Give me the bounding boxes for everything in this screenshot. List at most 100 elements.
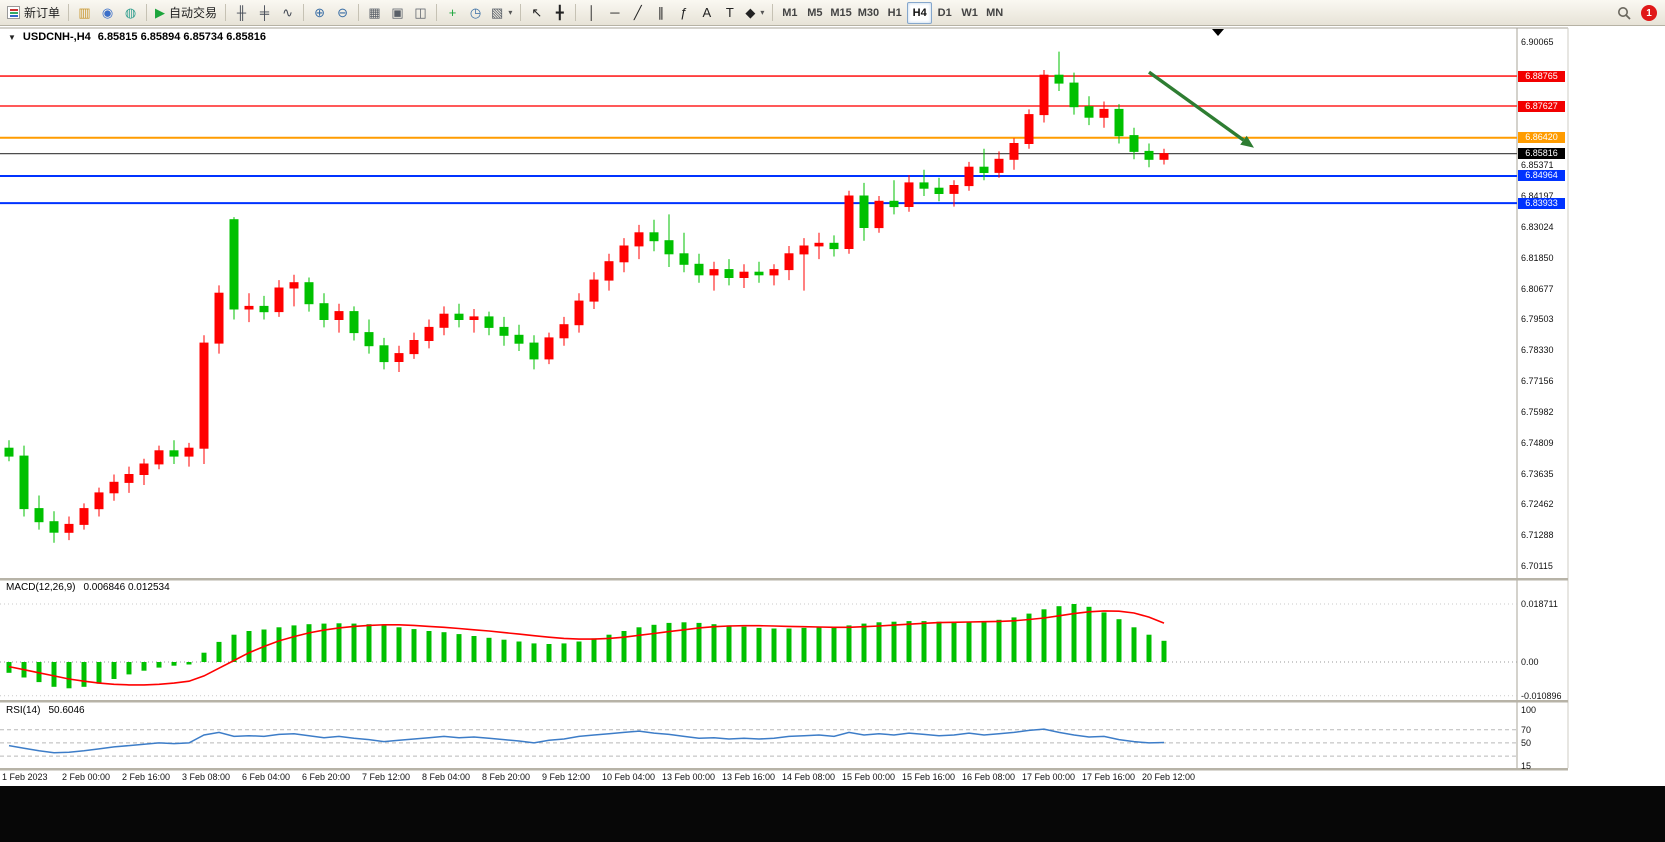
toolbar-right: 1	[1617, 0, 1657, 26]
timeframe-m5-button[interactable]: M5	[802, 2, 827, 24]
candle-body	[64, 523, 74, 533]
price-tick-label: 6.79503	[1521, 314, 1554, 324]
macd-histogram-bar	[381, 625, 387, 662]
time-axis-label: 13 Feb 00:00	[662, 772, 716, 782]
macd-rsi-separator[interactable]	[0, 700, 1568, 703]
time-axis-label: 17 Feb 16:00	[1082, 772, 1136, 782]
macd-histogram-bar	[591, 638, 597, 662]
main-macd-separator[interactable]	[0, 578, 1568, 581]
arrange-windows-button[interactable]: ◫	[409, 2, 432, 24]
periods-button[interactable]: ◷	[464, 2, 487, 24]
timeframe-m1-button[interactable]: M1	[777, 2, 802, 24]
candle-body	[754, 271, 764, 276]
candle-body	[19, 455, 29, 510]
macd-histogram-bar	[321, 623, 327, 662]
price-tick-label: 6.70115	[1521, 561, 1553, 571]
macd-histogram-bar	[831, 627, 837, 662]
zoom-in-icon: ⊕	[314, 5, 325, 20]
rsi-header: RSI(14) 50.6046	[6, 705, 85, 716]
bar-chart-mode-button[interactable]: ╫	[230, 2, 253, 24]
price-tag-6.87627: 6.87627	[1518, 101, 1565, 112]
new-order-button[interactable]: 新订单	[3, 2, 64, 24]
candle-body	[484, 316, 494, 328]
timeframe-h1-button[interactable]: H1	[882, 2, 907, 24]
crosshair-tool-button[interactable]: ╋	[548, 2, 571, 24]
timeframe-m15-button[interactable]: M15	[827, 2, 854, 24]
price-tick-label: 6.73635	[1521, 469, 1554, 479]
notification-badge[interactable]: 1	[1641, 5, 1657, 21]
vertical-line-tool-button[interactable]: │	[580, 2, 603, 24]
autotrading-button-label: 自动交易	[169, 6, 218, 20]
macd-histogram-bar	[456, 634, 462, 662]
macd-signal-line	[8, 610, 1165, 686]
community-icon-button[interactable]: ◉	[96, 2, 119, 24]
shapes-icon: ◆	[745, 5, 756, 20]
macd-histogram-bar	[516, 641, 522, 662]
line-chart-mode-button[interactable]: ∿	[276, 2, 299, 24]
label-tool-button[interactable]: T	[718, 2, 741, 24]
trend-arrow-line[interactable]	[1148, 70, 1245, 142]
timeframe-w1-button[interactable]: W1	[957, 2, 982, 24]
macd-histogram-bar	[711, 624, 717, 662]
cursor-icon: ↖	[531, 5, 543, 20]
macd-histogram-bar	[636, 627, 642, 662]
zoom-in-button[interactable]: ⊕	[308, 2, 331, 24]
trendline-tool-button[interactable]: ╱	[626, 2, 649, 24]
candle-body	[334, 311, 344, 321]
price-tag-6.83933: 6.83933	[1518, 198, 1565, 209]
timeframe-d1-button[interactable]: D1	[932, 2, 957, 24]
fibonacci-tool-button[interactable]: ƒ	[672, 2, 695, 24]
cursor-tool-button[interactable]: ↖	[525, 2, 548, 24]
rsi-timeaxis-separator[interactable]	[0, 768, 1568, 771]
timeframe-h4-button[interactable]: H4	[907, 1, 933, 24]
candle-body	[1009, 143, 1019, 160]
candle-body	[919, 182, 929, 189]
chart-shift-marker[interactable]	[1212, 29, 1224, 36]
price-tick-label: 6.78330	[1521, 345, 1554, 355]
candle-body	[574, 300, 584, 326]
candle-body	[994, 158, 1004, 173]
time-axis-label: 16 Feb 08:00	[962, 772, 1016, 782]
macd-histogram-bar	[576, 641, 582, 662]
charts-stack-icon-button[interactable]: ▥	[73, 2, 96, 24]
candlestick-mode-button[interactable]: ╪	[253, 2, 276, 24]
shapes-tool-button[interactable]: ◆ ▾	[741, 2, 768, 24]
macd-histogram-bar	[246, 631, 252, 662]
candle-body	[859, 195, 869, 228]
channel-tool-button[interactable]: ∥	[649, 2, 672, 24]
tile-windows-button[interactable]: ▦	[363, 2, 386, 24]
price-tag-6.86420: 6.86420	[1518, 132, 1565, 143]
trend-arrow-head[interactable]	[1240, 135, 1254, 148]
time-axis-label: 15 Feb 16:00	[902, 772, 956, 782]
candle-body	[604, 261, 614, 281]
macd-histogram-bar	[726, 625, 732, 662]
one-click-dropdown-icon[interactable]: ▼	[8, 32, 16, 42]
macd-histogram-bar	[81, 662, 87, 687]
template-button[interactable]: ▧ ▾	[487, 2, 516, 24]
candle-body	[829, 242, 839, 250]
price-tag-6.85816: 6.85816	[1518, 148, 1565, 159]
search-icon[interactable]	[1617, 6, 1631, 20]
dropdown-caret-icon: ▾	[760, 8, 765, 17]
horizontal-line-tool-button[interactable]: ─	[603, 2, 626, 24]
rsi-label: RSI(14)	[6, 705, 41, 716]
chart-canvas[interactable]	[0, 26, 1665, 842]
rsi-line	[8, 728, 1165, 754]
macd-histogram-bar	[396, 627, 402, 662]
candle-body	[979, 166, 989, 173]
toolbar-separator	[772, 4, 774, 21]
text-tool-button[interactable]: A	[695, 2, 718, 24]
candle-body	[664, 240, 674, 255]
add-indicator-button[interactable]: +	[441, 2, 464, 24]
autotrading-button[interactable]: ▶ 自动交易	[151, 2, 221, 24]
cascade-windows-button[interactable]: ▣	[386, 2, 409, 24]
timeframe-m30-button[interactable]: M30	[855, 2, 882, 24]
candle-body	[199, 342, 209, 449]
zoom-out-icon: ⊖	[337, 5, 348, 20]
zoom-out-button[interactable]: ⊖	[331, 2, 354, 24]
timeframe-mn-button[interactable]: MN	[982, 2, 1007, 24]
macd-histogram-bar	[741, 626, 747, 662]
market-icon-button[interactable]: ◍	[119, 2, 142, 24]
candle-body	[79, 508, 89, 525]
candle-body	[589, 279, 599, 302]
